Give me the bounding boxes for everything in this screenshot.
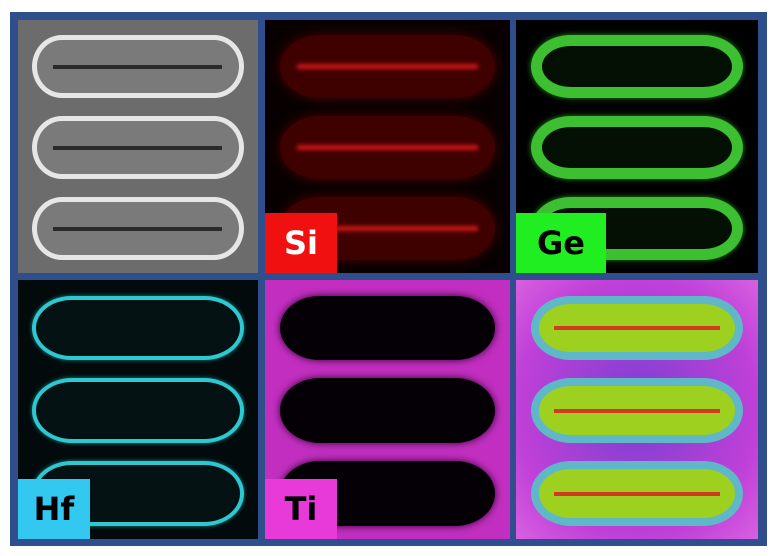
tem-image-panel [18,20,258,273]
ge-label: Ge [516,213,606,273]
nanosheet [530,35,744,99]
overlay-map-panel [516,280,758,539]
nanosheet [279,295,496,361]
si-label: Si [265,213,337,273]
hf-label: Hf [18,479,90,539]
ge-map-panel: Ge [516,20,758,273]
ti-label: Ti [265,479,337,539]
nanosheet [279,116,496,180]
nanosheet [279,35,496,99]
nanosheet [32,378,244,444]
nanosheet [32,116,244,180]
nanosheet [32,35,244,99]
si-map-panel: Si [265,20,510,273]
hf-map-panel: Hf [18,280,258,539]
nanosheet [530,378,744,444]
nanosheet [32,197,244,261]
nanosheet [530,295,744,361]
nanosheet [530,461,744,527]
ti-map-panel: Ti [265,280,510,539]
nanosheet [279,378,496,444]
nanosheet [530,116,744,180]
nanosheet [32,295,244,361]
